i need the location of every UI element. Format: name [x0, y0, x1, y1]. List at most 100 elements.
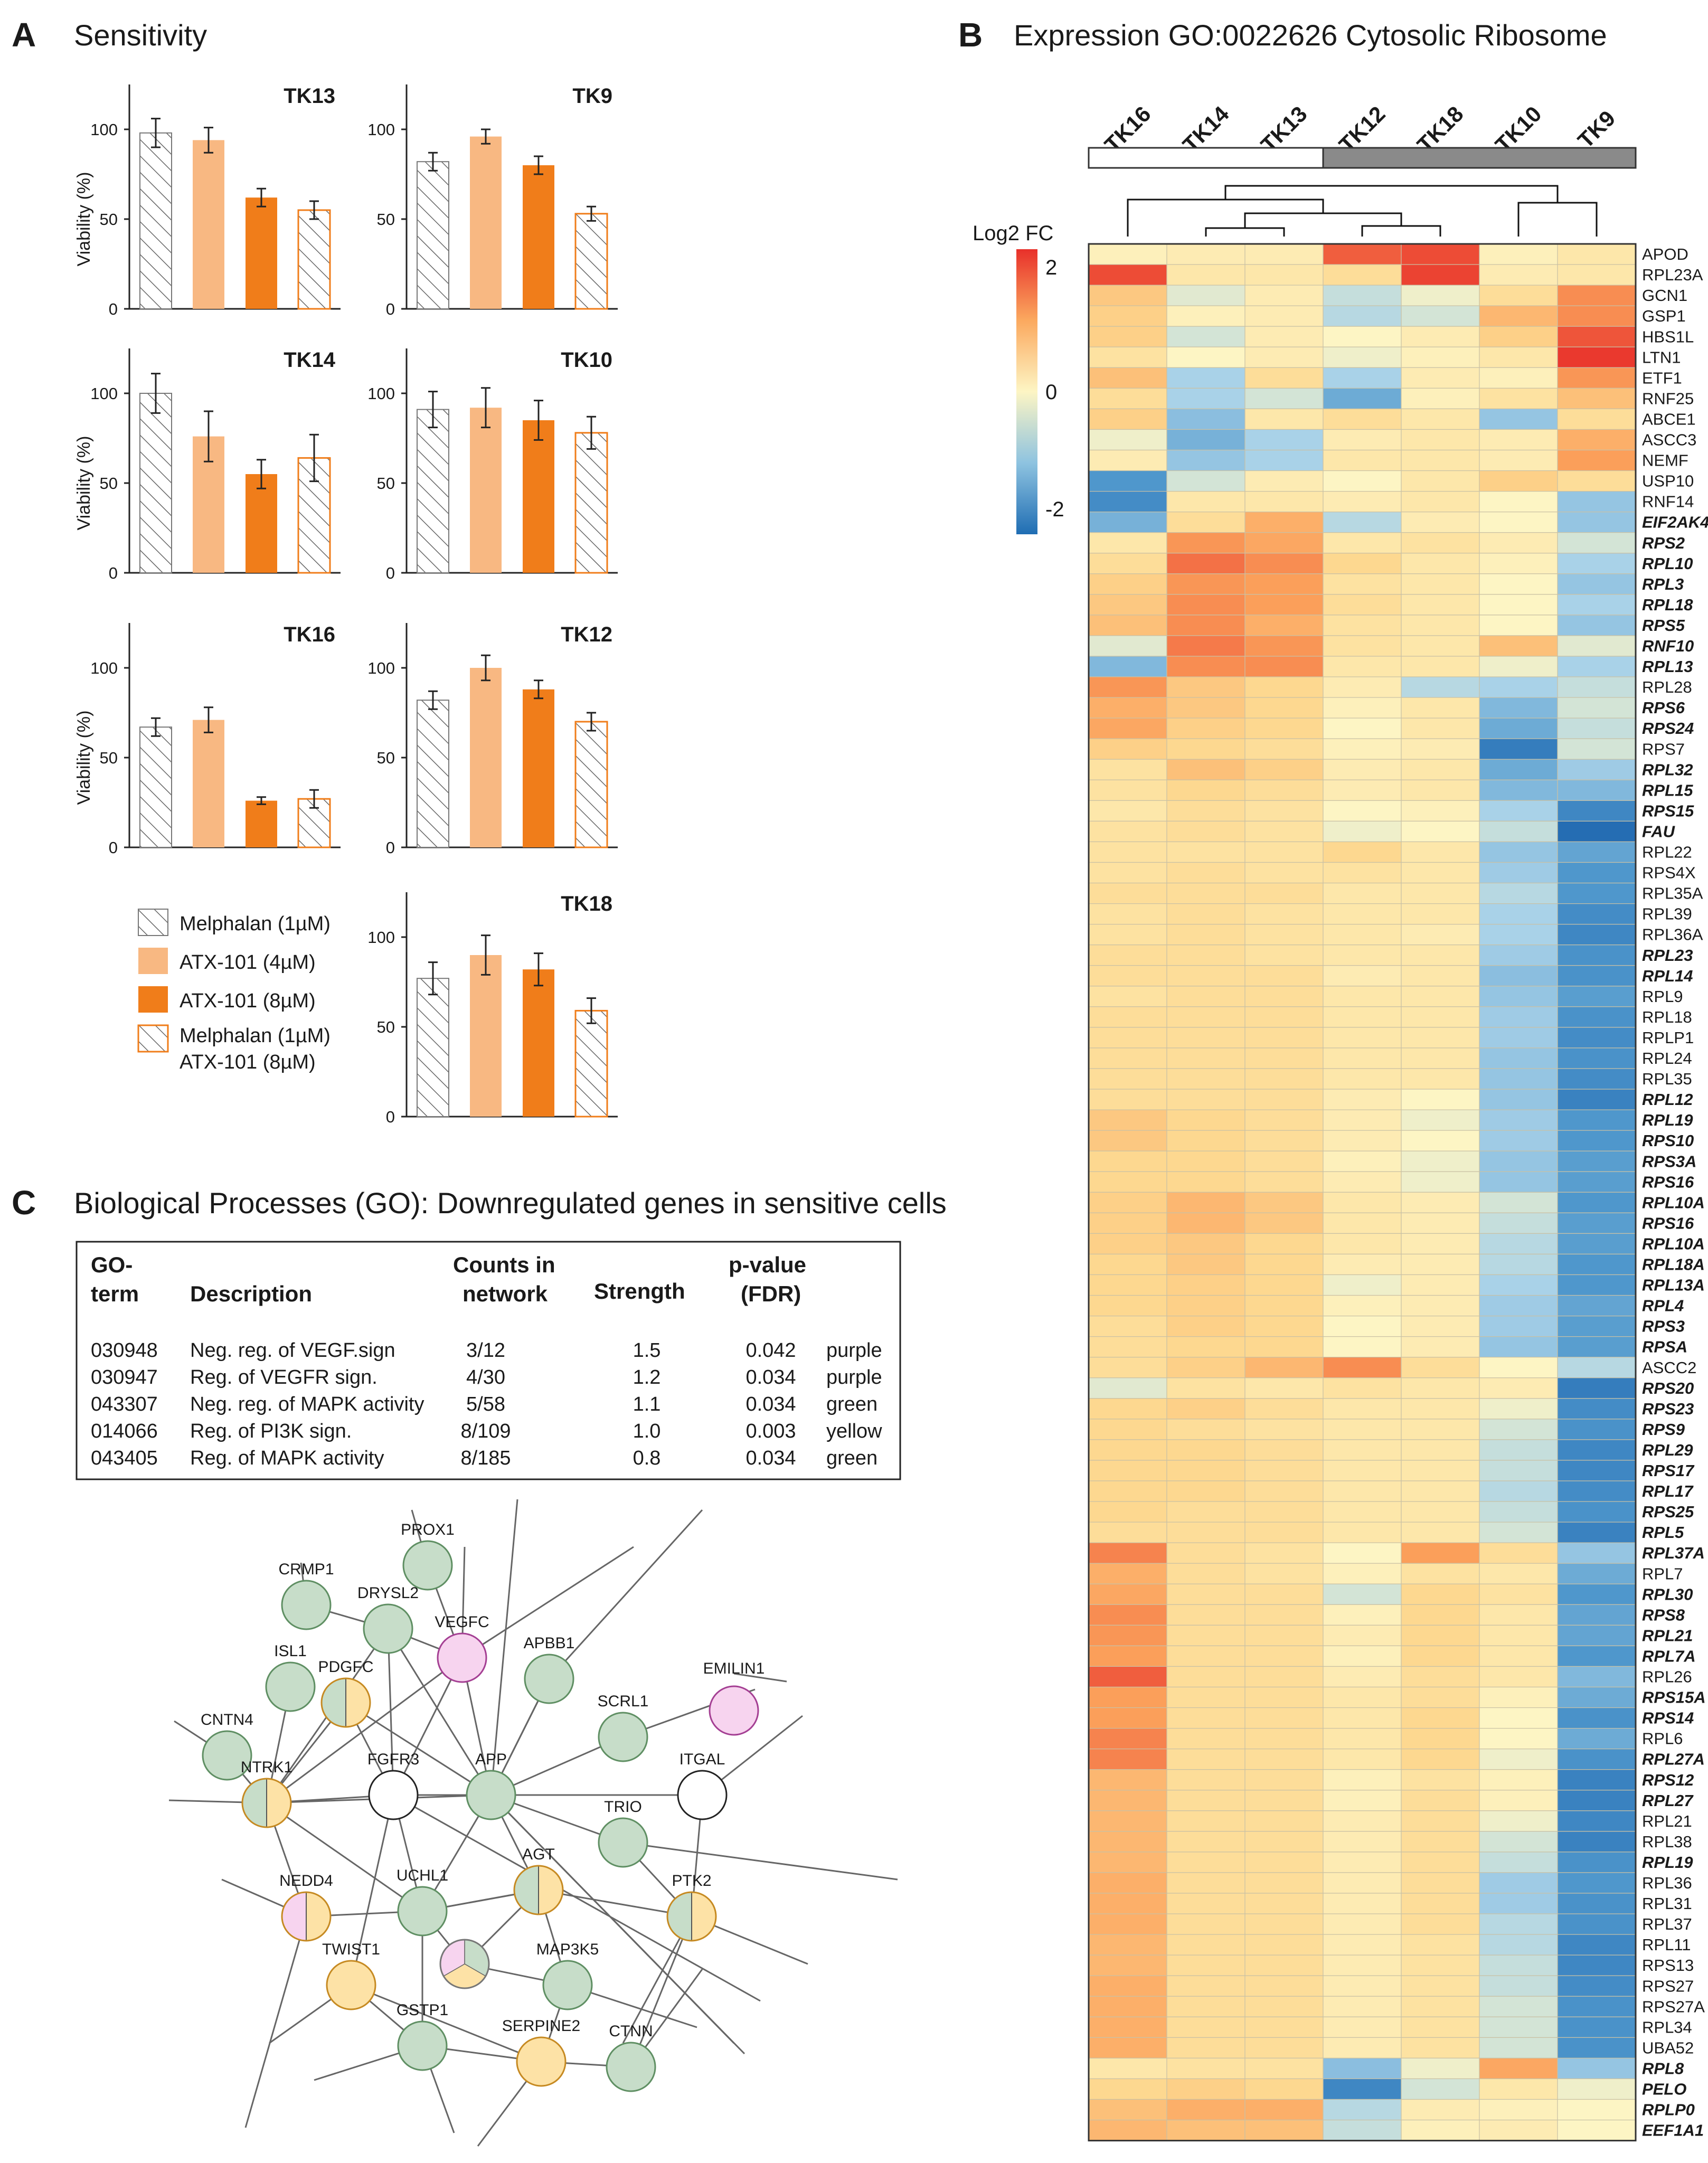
row-label: RPL24 [1642, 1049, 1692, 1068]
heatmap-cell [1401, 1068, 1480, 1090]
heatmap-cell [1323, 1501, 1402, 1523]
heatmap-cell [1323, 2119, 1402, 2141]
row-label: RPL13 [1642, 657, 1693, 676]
row-label: RPS5 [1642, 616, 1685, 635]
node-half [322, 1678, 346, 1727]
heatmap-cell [1244, 1666, 1324, 1688]
node-label: SERPINE2 [502, 2017, 580, 2035]
heatmap-cell [1479, 1047, 1558, 1069]
bar [574, 1009, 608, 1118]
node-circle [281, 1891, 332, 1942]
heatmap-cell [1166, 1192, 1245, 1213]
heatmap-cell [1323, 965, 1402, 987]
heatmap-cell [1166, 326, 1245, 347]
heatmap-cell [1557, 553, 1636, 574]
th-pvalue-2: (FDR) [741, 1281, 801, 1306]
heatmap-cell [1557, 759, 1636, 780]
heatmap-cell [1557, 1852, 1636, 1873]
heatmap-cell [1088, 1749, 1167, 1770]
heatmap-cell [1166, 573, 1245, 595]
heatmap-cell [1479, 1150, 1558, 1172]
row-label: RNF25 [1642, 389, 1694, 408]
heatmap-cell [1244, 1975, 1324, 1997]
heatmap-cell [1557, 1542, 1636, 1564]
heatmap-cell [1401, 1501, 1480, 1523]
heatmap-cell [1479, 1707, 1558, 1729]
table-cell: 0.034 [746, 1366, 796, 1389]
heatmap-cell [1088, 2057, 1167, 2080]
heatmap-cell [1166, 429, 1245, 451]
heatmap-cell [1401, 429, 1480, 451]
node-label: APBB1 [524, 1635, 575, 1652]
heatmap-cell [1557, 862, 1636, 884]
heatmap-cell [1401, 2016, 1480, 2038]
heatmap-cell [1323, 656, 1402, 677]
heatmap-cell [1166, 1831, 1245, 1853]
heatmap-cell [1088, 986, 1167, 1007]
y-axis-label: Viability (%) [74, 436, 94, 531]
y-axis-label: Viability (%) [74, 172, 94, 267]
heatmap-cell [1166, 759, 1245, 780]
heatmap-cell [1323, 1192, 1402, 1213]
network-edge [387, 1628, 394, 1796]
heatmap-cell [1088, 326, 1167, 347]
heatmap-cell [1166, 1047, 1245, 1069]
table-cell: 5/58 [466, 1393, 505, 1415]
heatmap-cell [1166, 1934, 1245, 1956]
bar [193, 140, 224, 309]
node-circle [265, 1661, 316, 1712]
heatmap-cell [1244, 2078, 1324, 2100]
heatmap-cell [1479, 326, 1558, 347]
node-label: ISL1 [274, 1642, 307, 1660]
node-label: SCRL1 [598, 1693, 649, 1710]
network-edge [733, 1673, 787, 1683]
heatmap-cell [1401, 1089, 1480, 1110]
row-label: RPL28 [1642, 678, 1692, 696]
heatmap-cell [1323, 1645, 1402, 1667]
network-edge [461, 1546, 634, 1659]
table-cell: 030947 [91, 1366, 158, 1389]
colorbar-tick-low: -2 [1045, 498, 1064, 521]
heatmap-cell [1401, 1398, 1480, 1420]
heatmap-cell [1166, 2016, 1245, 2038]
heatmap-cell [1244, 2057, 1324, 2080]
bar [246, 474, 277, 573]
heatmap-cell [1166, 1212, 1245, 1234]
heatmap-cell [1088, 1027, 1167, 1049]
heatmap-cell [1323, 697, 1402, 719]
heatmap-cell [1166, 1852, 1245, 1873]
heatmap-cell [1088, 1563, 1167, 1584]
go-table: GO- term Description Counts in network S… [76, 1241, 901, 1480]
network-node: ISL1 [265, 1642, 316, 1712]
bar-chart-tk10: 0 50 100 TK10 [367, 348, 618, 582]
heatmap-cell [1088, 1109, 1167, 1131]
heatmap-cell [1244, 697, 1324, 719]
heatmap-cell [1244, 1274, 1324, 1296]
heatmap-cell [1557, 1377, 1636, 1399]
bar [139, 132, 172, 310]
heatmap-cell [1244, 759, 1324, 780]
heatmap-cell [1479, 2037, 1558, 2059]
heatmap-cell [1088, 2037, 1167, 2059]
heatmap-cell [1088, 1377, 1167, 1399]
network-node: PTK2 [666, 1872, 717, 1942]
heatmap-cell [1479, 1522, 1558, 1543]
heatmap-cell [1323, 1872, 1402, 1894]
heatmap-cell [1479, 1749, 1558, 1770]
heatmap-cell [1088, 2078, 1167, 2100]
heatmap-cell [1401, 862, 1480, 884]
table-cell: 1.0 [633, 1420, 661, 1442]
heatmap-cell [1557, 841, 1636, 863]
bar [417, 409, 449, 573]
row-label: NEMF [1642, 451, 1688, 470]
heatmap-cell [1244, 1336, 1324, 1358]
heatmap-cell [1479, 1480, 1558, 1502]
row-label: RPL39 [1642, 905, 1692, 923]
heatmap-cell [1401, 1542, 1480, 1564]
heatmap-cell [1401, 1419, 1480, 1440]
heatmap-cell [1557, 2099, 1636, 2121]
heatmap-cell [1244, 346, 1324, 368]
legend-label-combo-2: ATX-101 (8µM) [180, 1051, 316, 1073]
heatmap-cell [1088, 841, 1167, 863]
legend-swatch-atx4 [138, 948, 168, 974]
